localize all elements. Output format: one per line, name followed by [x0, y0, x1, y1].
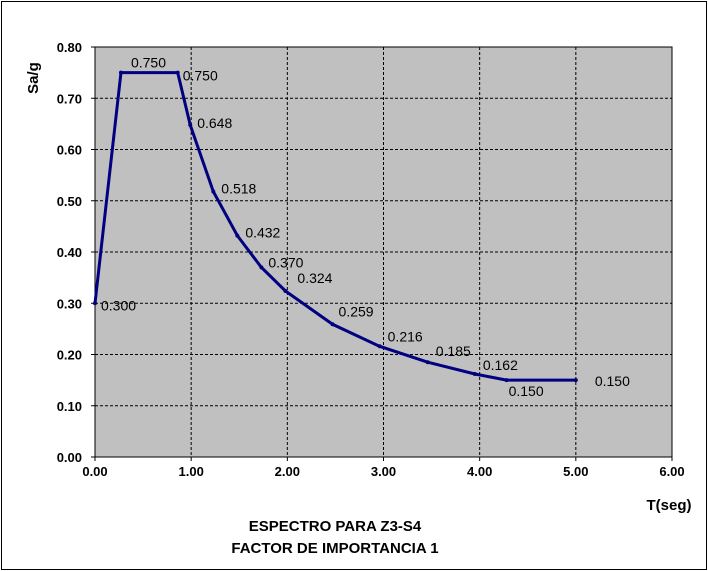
- chart-title-line-2: FACTOR DE IMPORTANCIA 1: [231, 540, 438, 557]
- y-tick-labels: 0.00 0.10 0.20 0.30 0.40 0.50 0.60 0.70 0.80: [57, 40, 82, 465]
- x-tick-label: 5.00: [563, 464, 588, 479]
- data-label: 0.162: [483, 357, 518, 373]
- data-label: 0.750: [131, 55, 166, 71]
- x-tick-label: 2.00: [275, 464, 300, 479]
- data-point: [283, 288, 288, 293]
- x-tick-label: 6.00: [659, 464, 684, 479]
- data-point: [118, 70, 123, 75]
- data-point: [235, 233, 240, 238]
- y-tick-label: 0.30: [57, 296, 82, 311]
- x-tick-label: 1.00: [179, 464, 204, 479]
- data-labels: 0.300 0.750 0.750 0.648 0.518 0.432 0.3700.324…: [101, 55, 630, 400]
- x-tick-label: 4.00: [467, 464, 492, 479]
- data-label: 0.216: [388, 328, 423, 344]
- data-label: 0.300: [101, 297, 136, 313]
- y-tick-label: 0.80: [57, 40, 82, 55]
- x-tick-label: 0.00: [82, 464, 107, 479]
- x-axis-title: T(seg): [647, 497, 692, 514]
- data-point: [188, 122, 193, 127]
- y-tick-label: 0.40: [57, 245, 82, 260]
- data-label: 0.648: [197, 115, 232, 131]
- data-label: 0.750: [183, 68, 218, 84]
- y-tick-label: 0.20: [57, 348, 82, 363]
- data-points: [93, 70, 578, 383]
- data-point: [377, 344, 382, 349]
- data-label: 0.370: [268, 254, 303, 270]
- chart-title-line-1: ESPECTRO PARA Z3-S4: [249, 518, 422, 535]
- y-tick-label: 0.70: [57, 91, 82, 106]
- series-line: [93, 71, 576, 382]
- grid-lines: [91, 46, 673, 461]
- data-point: [573, 378, 578, 383]
- data-point: [330, 322, 335, 327]
- y-axis-title: Sa/g: [25, 62, 42, 94]
- y-tick-label: 0.00: [57, 450, 82, 465]
- data-label: 0.259: [339, 303, 374, 319]
- y-tick-label: 0.10: [57, 399, 82, 414]
- data-point: [259, 265, 264, 270]
- data-point: [425, 360, 430, 365]
- data-label: 0.324: [297, 270, 332, 286]
- data-label: 0.150: [595, 373, 630, 389]
- data-point: [93, 301, 97, 306]
- data-label: 0.432: [245, 225, 280, 241]
- data-label: 0.185: [436, 343, 471, 359]
- data-point: [211, 189, 216, 194]
- data-label: 0.150: [509, 383, 544, 399]
- y-tick-label: 0.50: [57, 194, 82, 209]
- y-tick-label: 0.60: [57, 143, 82, 158]
- x-tick-label: 3.00: [371, 464, 396, 479]
- data-point: [175, 70, 180, 75]
- data-point: [504, 378, 509, 383]
- data-label: 0.518: [221, 181, 256, 197]
- data-point: [472, 371, 477, 376]
- x-tick-labels: 0.00 1.00 2.00 3.00 4.00 5.00 6.00: [82, 464, 684, 479]
